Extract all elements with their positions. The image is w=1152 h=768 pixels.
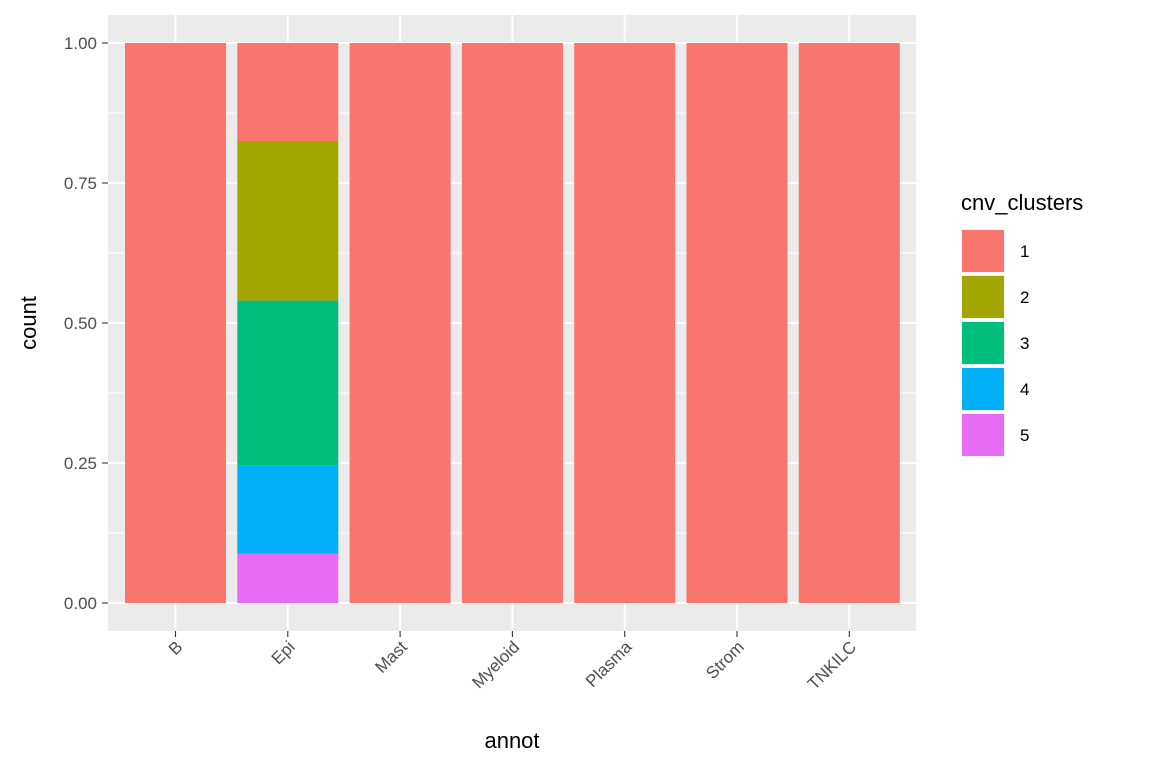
bar-epi-cluster-2 <box>237 141 339 301</box>
y-axis: 0.00 0.25 0.50 0.75 1.00 <box>64 34 108 613</box>
legend-label-4: 4 <box>1020 380 1029 399</box>
legend-swatch-2 <box>962 276 1004 318</box>
x-tick-label: TNKILC <box>804 637 860 693</box>
x-tick-label: Strom <box>702 637 747 682</box>
x-axis: B Epi Mast Myeloid Plasma Strom TNKILC <box>165 631 860 694</box>
bar-strom-cluster-1 <box>686 43 788 603</box>
legend-label-1: 1 <box>1020 242 1029 261</box>
legend-label-2: 2 <box>1020 288 1029 307</box>
bar-myeloid-cluster-1 <box>461 43 563 603</box>
x-tick-label: Plasma <box>582 637 636 691</box>
legend-label-5: 5 <box>1020 426 1029 445</box>
bar-plasma-cluster-1 <box>574 43 676 603</box>
y-axis-title: count <box>16 296 41 350</box>
legend: cnv_clusters 1 2 3 4 5 <box>961 190 1083 457</box>
legend-swatch-3 <box>962 322 1004 364</box>
legend-title: cnv_clusters <box>961 190 1083 215</box>
y-tick-label: 0.00 <box>64 594 97 613</box>
bar-b-cluster-1 <box>125 43 226 603</box>
bars <box>125 43 900 603</box>
y-tick-label: 1.00 <box>64 34 97 53</box>
legend-swatch-5 <box>962 414 1004 456</box>
x-tick-label: Myeloid <box>468 637 523 692</box>
bar-tnkilc-cluster-1 <box>798 43 900 603</box>
x-tick-label: B <box>165 637 186 658</box>
bar-mast-cluster-1 <box>349 43 451 603</box>
y-tick-label: 0.75 <box>64 174 97 193</box>
x-tick-label: Mast <box>371 637 411 677</box>
bar-epi-cluster-1 <box>237 43 339 141</box>
bar-epi-cluster-5 <box>237 553 339 603</box>
legend-swatch-4 <box>962 368 1004 410</box>
y-tick-label: 0.25 <box>64 454 97 473</box>
y-tick-label: 0.50 <box>64 314 97 333</box>
legend-label-3: 3 <box>1020 334 1029 353</box>
x-tick-label: Epi <box>268 637 299 668</box>
legend-swatch-1 <box>962 230 1004 272</box>
x-axis-title: annot <box>484 728 539 753</box>
bar-epi-cluster-3 <box>237 300 339 466</box>
bar-epi-cluster-4 <box>237 465 339 554</box>
